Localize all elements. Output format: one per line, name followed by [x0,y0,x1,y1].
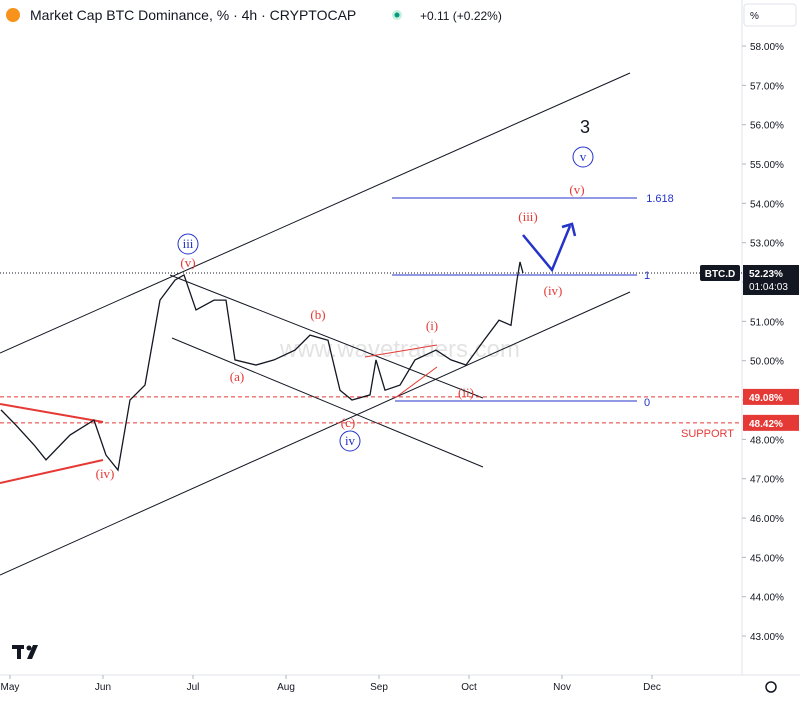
wave-circle [572,146,594,168]
level-tag [743,414,799,431]
wave-label: v [580,149,587,164]
wave-circle [177,233,199,255]
y-tick-label: 44.00% [750,593,784,604]
wave-label: (v) [180,255,195,270]
wave-label: (b) [310,307,325,322]
projection [522,225,572,273]
last-price-label: 52.23% [749,269,783,280]
wave-label: (iii) [518,209,538,224]
x-tick-label: May [1,682,20,693]
y-tick-label: 51.00% [750,317,784,328]
fib-label: 0 [644,397,650,409]
wave-label: 3 [580,117,590,137]
channel-line [0,291,631,576]
channel-line [169,274,484,399]
wave-label: (v) [569,182,584,197]
x-tick-label: Jun [95,682,111,693]
x-tick-label: Nov [553,682,571,693]
x-tick-label: Aug [277,682,295,693]
level-text: SUPPORT [681,428,734,440]
series-tag [700,264,740,281]
wave-label: (iv) [544,283,563,298]
chart-title[interactable]: Market Cap BTC Dominance, % · 4h · CRYPT… [30,7,356,23]
series-name: BTC.D [705,269,736,280]
triangle-line [0,459,104,484]
logo [12,645,38,659]
channel-line [171,337,484,468]
y-tick-label: 58.00% [750,42,784,53]
level-label: 49.08% [749,393,783,404]
unit-box[interactable] [743,3,797,27]
price-line [0,261,524,472]
x-tick-label: Dec [643,682,661,693]
y-tick-label: 57.00% [750,81,784,92]
y-tick-label: 55.00% [750,160,784,171]
wave-label: iii [183,236,194,251]
countdown: 01:04:03 [749,282,788,293]
y-tick-label: 45.00% [750,553,784,564]
wave-label: iv [345,433,356,448]
wave-label: (iv) [96,466,115,481]
y-tick-label: 54.00% [750,199,784,210]
fib-label: 1.618 [646,193,674,205]
wave-label: (a) [230,369,244,384]
wave-label: (c) [341,415,355,430]
y-tick-label: 46.00% [750,514,784,525]
y-tick-label: 48.00% [750,435,784,446]
y-tick-label: 50.00% [750,357,784,368]
triangle-line [0,403,104,423]
last-price-tag [743,264,799,295]
unit-label: % [750,11,759,22]
channel-line [0,72,631,354]
level-tag [743,388,799,405]
triangle-line [364,344,438,358]
y-tick-label: 47.00% [750,475,784,486]
level-label: 48.42% [749,419,783,430]
x-tick-label: Jul [187,682,200,693]
y-tick-label: 53.00% [750,239,784,250]
wave-label: (i) [426,318,438,333]
wave-label: (ii) [458,385,474,400]
projection-arrowhead [561,222,577,237]
watermark: www.wavetraders.com [279,336,520,363]
x-tick-label: Oct [461,682,477,693]
coin-icon [6,8,20,22]
fib-label: 1 [644,270,650,282]
status-dot [394,12,400,18]
wave-circle [339,430,361,452]
settings-icon[interactable] [765,681,777,693]
x-tick-label: Sep [370,682,388,693]
price-change: +0.11 (+0.22%) [420,9,502,23]
y-tick-label: 43.00% [750,632,784,643]
drawings [0,72,637,576]
y-tick-label: 56.00% [750,121,784,132]
triangle-line [394,366,438,399]
